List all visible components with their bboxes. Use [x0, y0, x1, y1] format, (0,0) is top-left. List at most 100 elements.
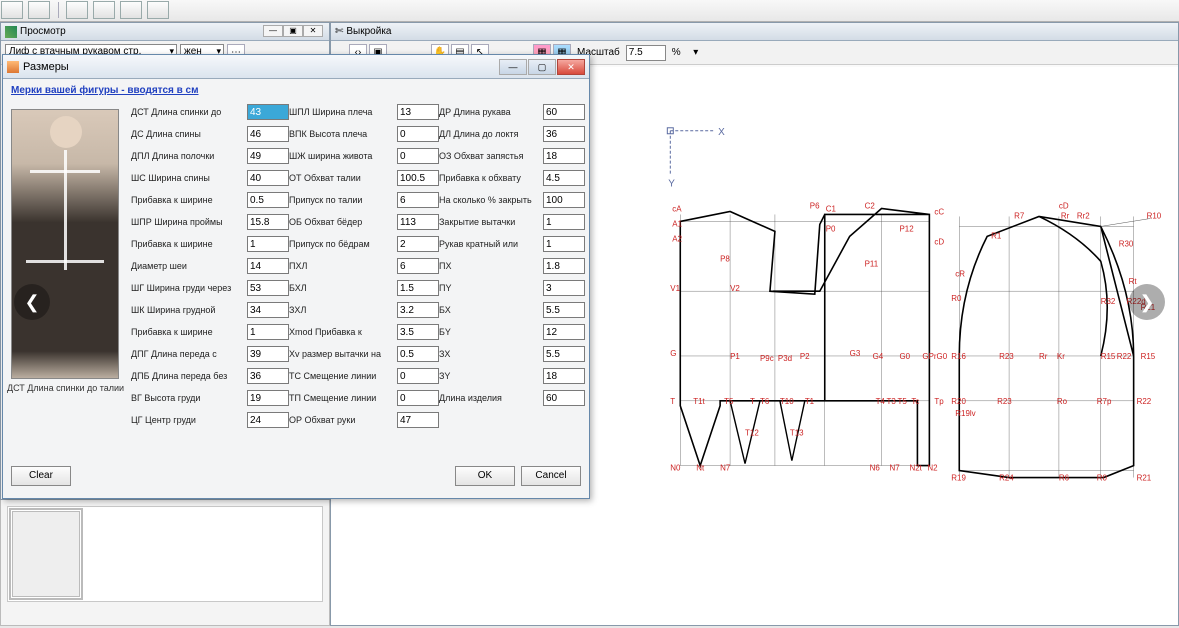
- measure-input[interactable]: [247, 126, 289, 142]
- measure-label: На сколько % закрыть: [439, 195, 543, 205]
- scale-input[interactable]: [626, 45, 666, 61]
- dialog-max-icon[interactable]: ▢: [528, 59, 556, 75]
- measure-input[interactable]: [247, 236, 289, 252]
- measure-row: ТС Смещение линии: [289, 365, 439, 387]
- thumbnail-strip: [0, 500, 330, 626]
- svg-text:N6: N6: [870, 464, 881, 473]
- measure-input[interactable]: [247, 280, 289, 296]
- clear-button[interactable]: Clear: [11, 466, 71, 486]
- measure-input[interactable]: [543, 346, 585, 362]
- measure-input[interactable]: [397, 368, 439, 384]
- measure-input[interactable]: [543, 280, 585, 296]
- measure-input[interactable]: [247, 368, 289, 384]
- carousel-next-icon[interactable]: ❯: [1129, 284, 1165, 320]
- thumbnail[interactable]: [12, 511, 80, 597]
- measure-input[interactable]: [543, 390, 585, 406]
- measure-input[interactable]: [247, 104, 289, 120]
- measure-input[interactable]: [397, 192, 439, 208]
- measure-label: ТП Смещение линии: [289, 393, 397, 403]
- measure-input[interactable]: [397, 214, 439, 230]
- measure-input[interactable]: [247, 192, 289, 208]
- measure-label: ОР Обхват руки: [289, 415, 397, 425]
- dialog-min-icon[interactable]: —: [499, 59, 527, 75]
- svg-text:R10: R10: [1147, 211, 1162, 220]
- measure-label: Рукав кратный или: [439, 239, 543, 249]
- measure-input[interactable]: [247, 412, 289, 428]
- measure-input[interactable]: [397, 346, 439, 362]
- measure-label: ШГ Ширина груди через: [131, 283, 247, 293]
- svg-text:cA: cA: [672, 204, 682, 213]
- measure-input[interactable]: [543, 170, 585, 186]
- measure-input[interactable]: [543, 302, 585, 318]
- svg-text:Rt: Rt: [1129, 277, 1138, 286]
- measure-row: БY: [439, 321, 585, 343]
- measure-row: Прибавка к ширине: [131, 321, 289, 343]
- panel-close-icon[interactable]: ✕: [303, 25, 323, 37]
- measure-input[interactable]: [543, 258, 585, 274]
- svg-text:R22: R22: [1137, 397, 1152, 406]
- svg-text:Tp: Tp: [934, 397, 944, 406]
- measure-input[interactable]: [397, 412, 439, 428]
- measure-input[interactable]: [247, 346, 289, 362]
- scale-down-icon[interactable]: ▾: [687, 44, 705, 62]
- measure-input[interactable]: [397, 126, 439, 142]
- toolbar-button[interactable]: [120, 1, 142, 19]
- measure-label: ЗХЛ: [289, 305, 397, 315]
- measure-input[interactable]: [543, 148, 585, 164]
- svg-text:P1: P1: [730, 352, 740, 361]
- measure-input[interactable]: [397, 324, 439, 340]
- svg-text:A2: A2: [672, 234, 682, 243]
- panel-min-icon[interactable]: —: [263, 25, 283, 37]
- measure-input[interactable]: [543, 236, 585, 252]
- toolbar-button[interactable]: [28, 1, 50, 19]
- measure-input[interactable]: [543, 324, 585, 340]
- dialog-close-icon[interactable]: ✕: [557, 59, 585, 75]
- measure-row: ШЖ ширина живота: [289, 145, 439, 167]
- measure-input[interactable]: [397, 104, 439, 120]
- measure-input[interactable]: [397, 390, 439, 406]
- toolbar-button[interactable]: [93, 1, 115, 19]
- measure-input[interactable]: [543, 214, 585, 230]
- cancel-button[interactable]: Cancel: [521, 466, 581, 486]
- measure-input[interactable]: [247, 324, 289, 340]
- svg-text:G4: G4: [873, 352, 884, 361]
- toolbar-button[interactable]: [147, 1, 169, 19]
- measure-input[interactable]: [397, 258, 439, 274]
- dialog-titlebar[interactable]: Размеры — ▢ ✕: [3, 55, 589, 79]
- measure-row: Припуск по талии: [289, 189, 439, 211]
- measure-row: Припуск по бёдрам: [289, 233, 439, 255]
- measure-input[interactable]: [543, 104, 585, 120]
- svg-text:T4: T4: [876, 397, 886, 406]
- measure-input[interactable]: [397, 236, 439, 252]
- measurements-link[interactable]: Мерки вашей фигуры - вводятся в см: [11, 85, 199, 96]
- svg-text:C1: C1: [826, 204, 837, 213]
- measure-input[interactable]: [397, 302, 439, 318]
- measure-row: ЗХ: [439, 343, 585, 365]
- measure-input[interactable]: [247, 148, 289, 164]
- measure-input[interactable]: [397, 148, 439, 164]
- measure-input[interactable]: [543, 368, 585, 384]
- toolbar-button[interactable]: [1, 1, 23, 19]
- measure-input[interactable]: [247, 170, 289, 186]
- measure-row: ПХ: [439, 255, 585, 277]
- svg-text:cD: cD: [934, 237, 944, 246]
- measure-input[interactable]: [247, 258, 289, 274]
- measure-input[interactable]: [247, 214, 289, 230]
- svg-text:Nt: Nt: [696, 464, 705, 473]
- svg-text:R7: R7: [1014, 211, 1025, 220]
- measure-input[interactable]: [397, 280, 439, 296]
- toolbar-button[interactable]: [66, 1, 88, 19]
- measure-row: ДПЛ Длина полочки: [131, 145, 289, 167]
- measure-input[interactable]: [247, 390, 289, 406]
- carousel-prev-icon[interactable]: ❮: [14, 284, 50, 320]
- measure-row: ВПК Высота плеча: [289, 123, 439, 145]
- svg-text:A1: A1: [672, 219, 682, 228]
- panel-max-icon[interactable]: ▣: [283, 25, 303, 37]
- measure-input[interactable]: [543, 126, 585, 142]
- svg-text:R32: R32: [1101, 297, 1116, 306]
- measure-input[interactable]: [397, 170, 439, 186]
- measure-input[interactable]: [247, 302, 289, 318]
- svg-text:Kr: Kr: [1057, 352, 1065, 361]
- measure-input[interactable]: [543, 192, 585, 208]
- ok-button[interactable]: OK: [455, 466, 515, 486]
